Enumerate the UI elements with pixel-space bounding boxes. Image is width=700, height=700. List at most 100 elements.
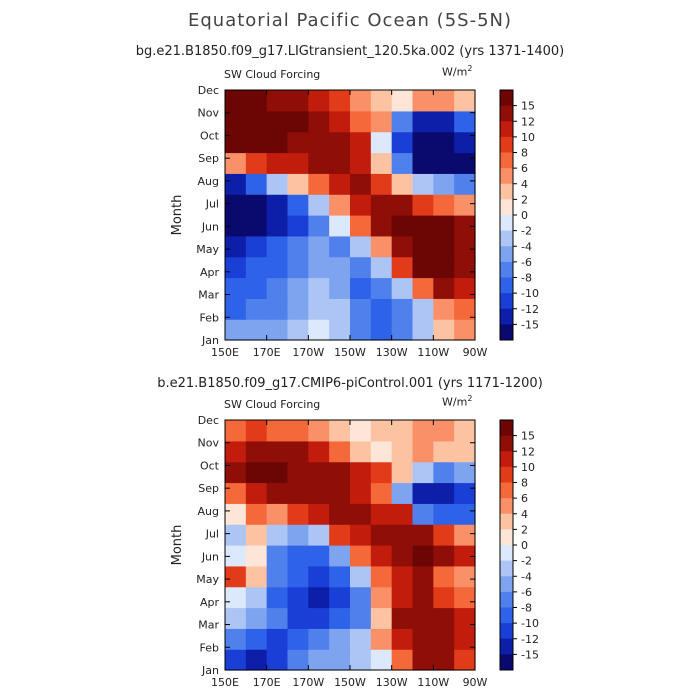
heatmap-cell bbox=[412, 194, 434, 216]
panel-2-subtitle: b.e21.B1850.f09_g17.CMIP6-piControl.001 … bbox=[157, 376, 543, 391]
heatmap-cell bbox=[350, 545, 372, 567]
heatmap-cell bbox=[308, 277, 330, 299]
heatmap-cell bbox=[391, 586, 414, 609]
heatmap-cell bbox=[350, 298, 372, 320]
colorbar-tick-label: -12 bbox=[521, 303, 539, 316]
heatmap-cell bbox=[370, 90, 393, 112]
heatmap-cell bbox=[266, 649, 289, 671]
heatmap-cell bbox=[245, 565, 268, 588]
heatmap-cell bbox=[350, 482, 372, 504]
heatmap-cell bbox=[287, 194, 309, 216]
heatmap-cell bbox=[391, 440, 414, 463]
heatmap-cell bbox=[245, 131, 268, 154]
heatmap-cell bbox=[433, 131, 455, 154]
heatmap-cell bbox=[433, 586, 455, 609]
heatmap-cell bbox=[391, 215, 414, 237]
colorbar-tick-label: 6 bbox=[521, 492, 528, 505]
heatmap-cell bbox=[266, 524, 289, 546]
colorbar-swatch bbox=[500, 545, 513, 562]
heatmap-cell bbox=[266, 565, 289, 588]
heatmap-cell bbox=[454, 586, 476, 609]
panel-2-variable-label: SW Cloud Forcing bbox=[224, 398, 321, 411]
heatmap-cell bbox=[370, 440, 393, 463]
colorbar-tick-label: -6 bbox=[521, 586, 532, 599]
heatmap-cell bbox=[433, 524, 455, 546]
heatmap-cell bbox=[391, 173, 414, 195]
heatmap-cell bbox=[245, 503, 268, 525]
heatmap-cell bbox=[329, 131, 351, 154]
heatmap-cell bbox=[287, 152, 309, 174]
heatmap-cell bbox=[412, 235, 434, 258]
heatmap-cell bbox=[370, 524, 393, 546]
heatmap-cell bbox=[454, 565, 476, 588]
colorbar-swatch bbox=[500, 607, 513, 624]
heatmap-cell bbox=[412, 110, 434, 133]
heatmap-cell bbox=[245, 607, 268, 629]
colorbar-swatch bbox=[500, 560, 513, 577]
heatmap-cell bbox=[391, 131, 414, 154]
heatmap-cell bbox=[225, 649, 247, 671]
heatmap-cell bbox=[225, 524, 247, 546]
heatmap-cell bbox=[454, 152, 476, 174]
y-tick-label: Sep bbox=[198, 152, 219, 165]
colorbar-swatch bbox=[500, 466, 513, 483]
colorbar-swatch bbox=[500, 420, 513, 437]
heatmap-cell bbox=[225, 440, 247, 463]
heatmap-cell bbox=[225, 152, 247, 174]
heatmap-cell bbox=[245, 586, 268, 609]
y-tick-label: Jul bbox=[205, 528, 219, 541]
y-tick-label: Jul bbox=[205, 198, 219, 211]
colorbar-tick-label: -12 bbox=[521, 633, 539, 646]
heatmap-cell bbox=[245, 90, 268, 112]
heatmap-cell bbox=[308, 482, 330, 504]
colorbar-tick-label: 15 bbox=[521, 430, 535, 443]
heatmap-cell bbox=[266, 482, 289, 504]
heatmap-cell bbox=[433, 482, 455, 504]
heatmap-cell bbox=[266, 131, 289, 154]
heatmap-cell bbox=[225, 319, 247, 341]
heatmap-cell bbox=[225, 90, 247, 112]
heatmap-cell bbox=[391, 277, 414, 299]
heatmap-cell bbox=[433, 503, 455, 525]
heatmap-cell bbox=[350, 110, 372, 133]
heatmap-cell bbox=[391, 420, 414, 442]
heatmap-cell bbox=[308, 565, 330, 588]
y-tick-label: Mar bbox=[198, 619, 219, 632]
heatmap-cell bbox=[245, 215, 268, 237]
heatmap-cell bbox=[391, 607, 414, 629]
x-tick-label: 150W bbox=[334, 346, 366, 359]
panel-1-subtitle: bg.e21.B1850.f09_g17.LIGtransient_120.5k… bbox=[135, 44, 565, 59]
heatmap-cell bbox=[412, 586, 434, 609]
x-tick-label: 170E bbox=[253, 676, 281, 689]
heatmap-cell bbox=[225, 461, 247, 484]
heatmap-cell bbox=[391, 565, 414, 588]
x-tick-label: 130W bbox=[376, 346, 408, 359]
y-tick-label: Dec bbox=[198, 414, 219, 427]
colorbar-swatch bbox=[500, 277, 513, 294]
heatmap-cell bbox=[412, 256, 434, 279]
heatmap-cell bbox=[308, 194, 330, 216]
colorbar-tick-label: 8 bbox=[521, 147, 528, 160]
heatmap-cell bbox=[433, 277, 455, 299]
heatmap-cell bbox=[225, 256, 247, 279]
heatmap-cell bbox=[245, 482, 268, 504]
colorbar-tick-label: 6 bbox=[521, 162, 528, 175]
x-tick-label: 90W bbox=[463, 346, 488, 359]
heatmap-cell bbox=[308, 298, 330, 320]
heatmap-cell bbox=[266, 461, 289, 484]
heatmap-cell bbox=[350, 131, 372, 154]
heatmap-cell bbox=[308, 256, 330, 279]
colorbar-tick-label: 2 bbox=[521, 523, 528, 536]
heatmap-cell bbox=[266, 215, 289, 237]
y-tick-label: Dec bbox=[198, 84, 219, 97]
heatmap-cell bbox=[370, 545, 393, 567]
heatmap-cell bbox=[266, 277, 289, 299]
heatmap-cell bbox=[329, 440, 351, 463]
heatmap-cell bbox=[412, 298, 434, 320]
heatmap-cell bbox=[329, 420, 351, 442]
heatmap-cell bbox=[245, 461, 268, 484]
colorbar-tick-label: -2 bbox=[521, 555, 532, 568]
heatmap-cell bbox=[412, 173, 434, 195]
heatmap-cell bbox=[350, 607, 372, 629]
heatmap-cell bbox=[433, 649, 455, 671]
